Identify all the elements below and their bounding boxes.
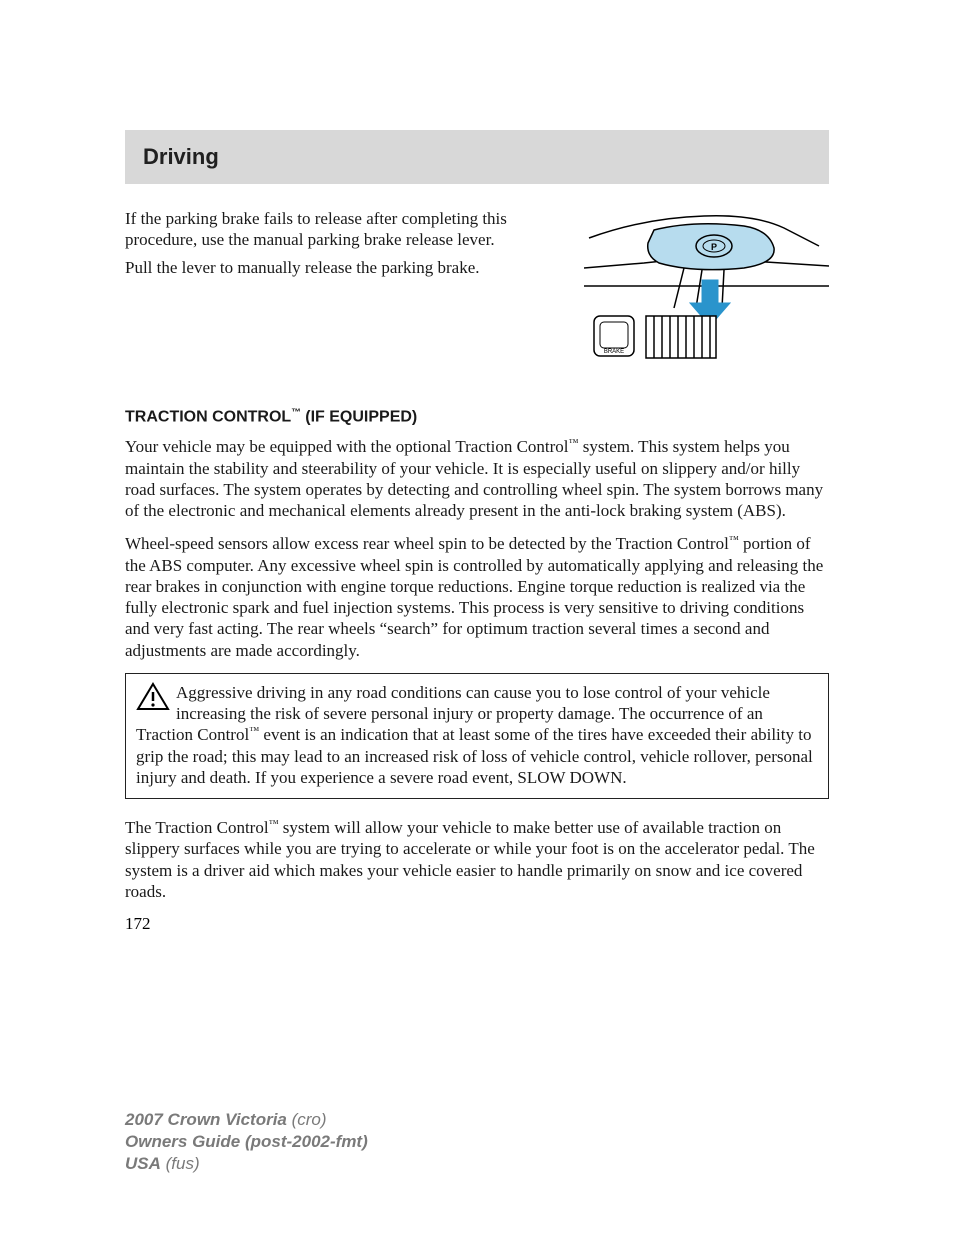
heading-text-post: (IF EQUIPPED) (301, 408, 417, 425)
footer-code1: (cro) (287, 1110, 327, 1129)
traction-heading: TRACTION CONTROL™ (IF EQUIPPED) (125, 407, 829, 426)
footer-line3: USA (fus) (125, 1153, 368, 1175)
traction-para1: Your vehicle may be equipped with the op… (125, 436, 829, 521)
footer-line1: 2007 Crown Victoria (cro) (125, 1109, 368, 1131)
warning-triangle-icon (136, 682, 170, 712)
traction-para2: Wheel-speed sensors allow excess rear wh… (125, 533, 829, 661)
svg-text:BRAKE: BRAKE (604, 349, 624, 355)
tm-icon: ™ (729, 535, 739, 546)
footer-model: 2007 Crown Victoria (125, 1110, 287, 1129)
page-number: 172 (125, 914, 829, 934)
page: Driving If the parking brake fails to re… (0, 0, 954, 934)
tm-icon: ™ (569, 438, 579, 449)
chapter-header: Driving (125, 130, 829, 184)
para-pull-lever: Pull the lever to manually release the p… (125, 257, 566, 278)
traction-para3: The Traction Control™ system will allow … (125, 817, 829, 902)
intro-row: If the parking brake fails to release af… (125, 208, 829, 373)
footer-line2: Owners Guide (post-2002-fmt) (125, 1131, 368, 1153)
chapter-title: Driving (143, 144, 811, 170)
parking-brake-figure: P BRAKE (584, 208, 829, 373)
traction-para3-a: The Traction Control (125, 818, 269, 837)
traction-para2-a: Wheel-speed sensors allow excess rear wh… (125, 534, 729, 553)
warning-callout: Aggressive driving in any road condition… (125, 673, 829, 799)
intro-text: If the parking brake fails to release af… (125, 208, 566, 373)
svg-text:P: P (711, 242, 717, 252)
heading-text-pre: TRACTION CONTROL (125, 408, 291, 425)
tm-icon: ™ (269, 818, 279, 829)
footer-region: USA (125, 1154, 161, 1173)
footer-code3: (fus) (161, 1154, 200, 1173)
footer: 2007 Crown Victoria (cro) Owners Guide (… (125, 1109, 368, 1175)
tm-icon: ™ (291, 407, 301, 418)
para-brake-fail: If the parking brake fails to release af… (125, 208, 566, 251)
traction-para1-a: Your vehicle may be equipped with the op… (125, 437, 569, 456)
tm-icon: ™ (249, 726, 259, 737)
